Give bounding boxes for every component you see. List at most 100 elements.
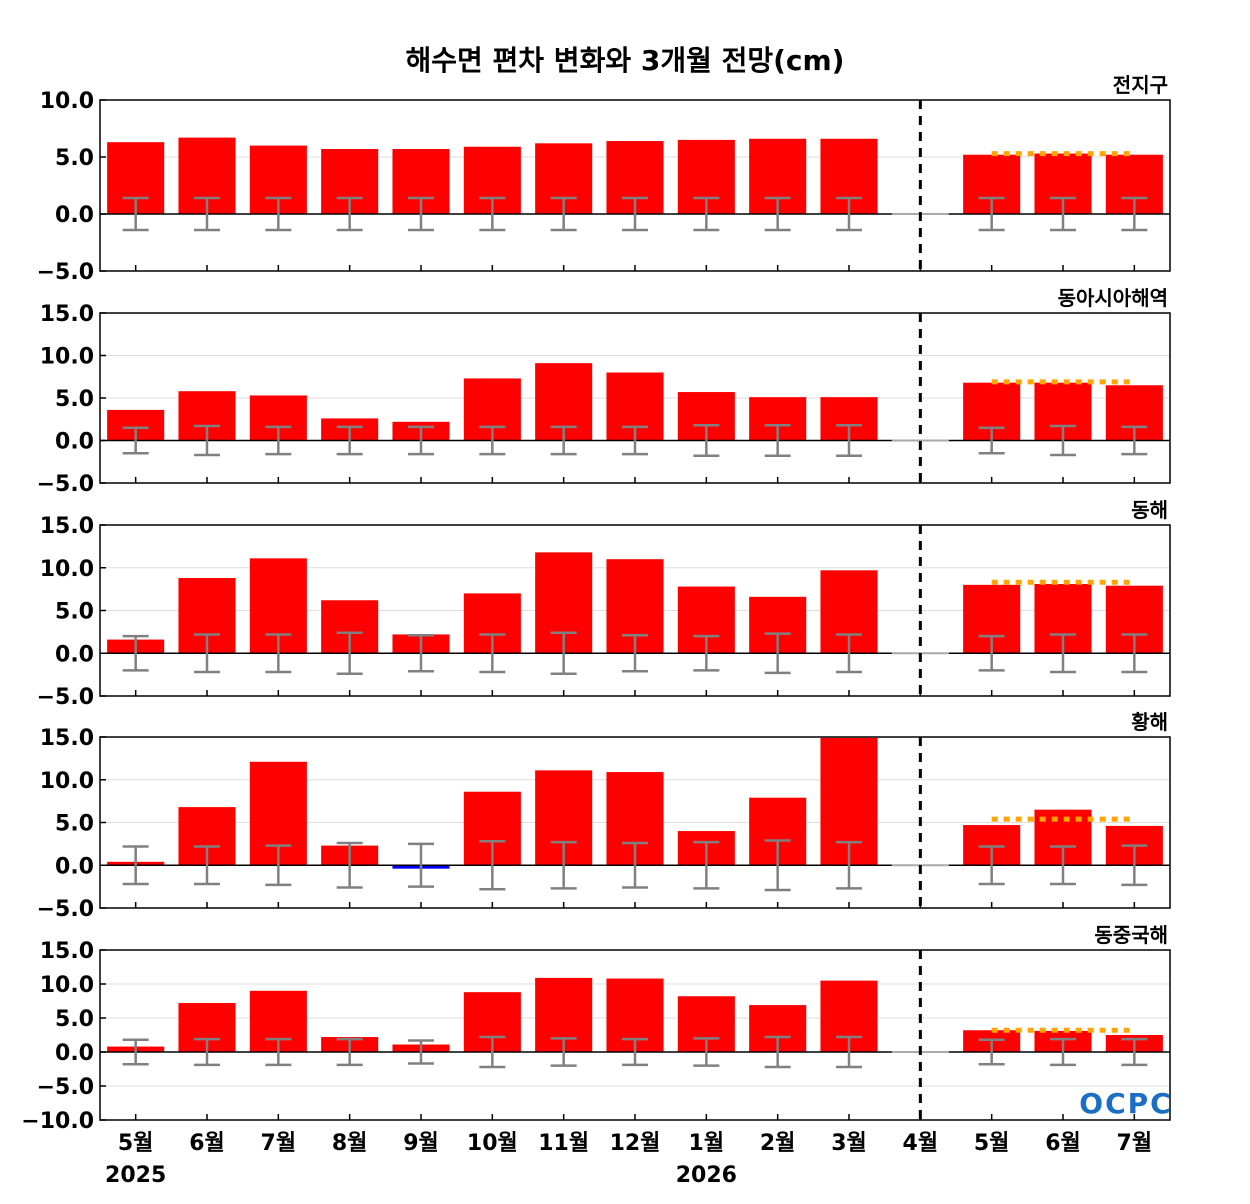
error-bar	[479, 633, 506, 674]
x-tick-label: 5월	[118, 1131, 154, 1156]
x-tick-label: 3월	[831, 1131, 867, 1156]
error-bar	[978, 1038, 1005, 1066]
error-bar	[622, 634, 648, 673]
y-tick-label: −5.0	[37, 1075, 94, 1100]
y-tick-label: 0.0	[55, 430, 94, 455]
error-bar	[622, 1037, 648, 1067]
error-bar	[836, 196, 862, 232]
y-tick-label: 0.0	[55, 642, 94, 667]
error-bar	[194, 1037, 220, 1067]
error-bar	[265, 844, 292, 887]
y-tick-label: 10.0	[40, 769, 94, 794]
y-tick-label: 5.0	[55, 812, 94, 837]
y-tick-label: −5.0	[37, 685, 94, 710]
error-bar	[336, 425, 363, 456]
error-bar	[194, 424, 220, 457]
error-bar	[1050, 424, 1076, 457]
error-bar	[336, 1037, 363, 1067]
x-axis: 5월 6월 7월 8월 9월 10월 11월 12월 1월 2월 3월 4월 5월 6월 7월 2025 202…	[105, 1131, 1152, 1188]
panel-region-label: 전지구	[1113, 73, 1168, 97]
error-bar	[408, 425, 434, 456]
error-bar	[622, 425, 648, 456]
year-label: 2025	[105, 1163, 166, 1188]
year-label: 2026	[676, 1163, 737, 1188]
error-bar	[265, 1037, 292, 1067]
error-bar	[764, 839, 791, 892]
panel-4: −10.0 −5.0 0.0 5.0 10.0 15.0 동중국해	[21, 923, 1171, 1134]
error-bar	[978, 634, 1005, 672]
panel-3: −5.0 0.0 5.0 10.0 15.0 황해	[37, 710, 1171, 922]
panel-0: −5.0 0.0 5.0 10.0 전지구	[37, 73, 1171, 285]
error-bar	[550, 631, 577, 676]
ocpc-logo: OCPC	[1079, 1087, 1170, 1120]
error-bar	[1050, 845, 1076, 886]
error-bar	[479, 425, 506, 456]
y-tick-label: 10.0	[40, 557, 94, 582]
error-bar	[1121, 196, 1148, 232]
error-bar	[764, 423, 791, 458]
error-bar	[693, 423, 720, 458]
error-bar	[408, 842, 434, 888]
y-tick-label: 15.0	[40, 514, 94, 539]
chart-title: 해수면 편차 변화와 3개월 전망(cm)	[406, 44, 845, 77]
error-bar	[336, 841, 363, 889]
error-bar	[836, 423, 862, 458]
error-bar	[836, 1035, 862, 1069]
error-bar	[122, 845, 149, 886]
x-tick-label: 8월	[332, 1131, 368, 1156]
error-bar	[764, 196, 791, 232]
y-tick-label: 15.0	[40, 726, 94, 751]
y-tick-label: −5.0	[37, 897, 94, 922]
error-bar	[265, 196, 292, 232]
x-tick-label: 5월	[974, 1131, 1010, 1156]
error-bar	[1121, 1037, 1148, 1067]
x-tick-label: 12월	[610, 1131, 661, 1156]
y-tick-label: −5.0	[37, 260, 94, 285]
error-bar	[693, 196, 720, 232]
y-tick-label: 5.0	[55, 146, 94, 171]
x-tick-label: 10월	[467, 1131, 518, 1156]
error-bar	[693, 1037, 720, 1067]
error-bar	[693, 634, 720, 672]
panel-2: −5.0 0.0 5.0 10.0 15.0 동해	[37, 498, 1171, 710]
y-tick-label: 5.0	[55, 600, 94, 625]
error-bar	[622, 196, 648, 232]
panel-region-label: 동해	[1131, 498, 1168, 522]
error-bar	[408, 634, 434, 673]
panels: −5.0 0.0 5.0 10.0 전지구 −5.0 0.0 5.0 10.0 15.0 동아시아해…	[21, 73, 1171, 1134]
error-bar	[764, 632, 791, 675]
error-bar	[1050, 1037, 1076, 1067]
error-bar	[408, 1039, 434, 1065]
error-bar	[479, 1035, 506, 1069]
error-bar	[550, 425, 577, 456]
error-bar	[550, 840, 577, 890]
error-bar	[194, 845, 220, 886]
error-bar	[836, 840, 862, 890]
error-bar	[1121, 844, 1148, 887]
y-tick-label: 10.0	[40, 345, 94, 370]
error-bar	[408, 196, 434, 232]
error-bar	[550, 196, 577, 232]
error-bar	[122, 196, 149, 232]
y-tick-label: 5.0	[55, 387, 94, 412]
panel-region-label: 동아시아해역	[1058, 286, 1168, 310]
error-bar	[194, 196, 220, 232]
error-bar	[622, 841, 648, 889]
x-tick-label: 1월	[689, 1131, 725, 1156]
error-bar	[550, 1037, 577, 1067]
x-tick-label: 7월	[261, 1131, 297, 1156]
panel-region-label: 황해	[1131, 710, 1168, 734]
panel-1: −5.0 0.0 5.0 10.0 15.0 동아시아해역	[37, 286, 1171, 497]
error-bar	[336, 196, 363, 232]
panel-region-label: 동중국해	[1094, 923, 1168, 947]
y-tick-label: 10.0	[40, 973, 94, 998]
x-tick-label: 4월	[903, 1131, 939, 1156]
error-bar	[122, 634, 149, 672]
error-bar	[194, 633, 220, 674]
y-tick-label: 15.0	[40, 302, 94, 327]
error-bar	[122, 426, 149, 455]
y-tick-label: −10.0	[21, 1109, 94, 1134]
error-bar	[479, 840, 506, 891]
